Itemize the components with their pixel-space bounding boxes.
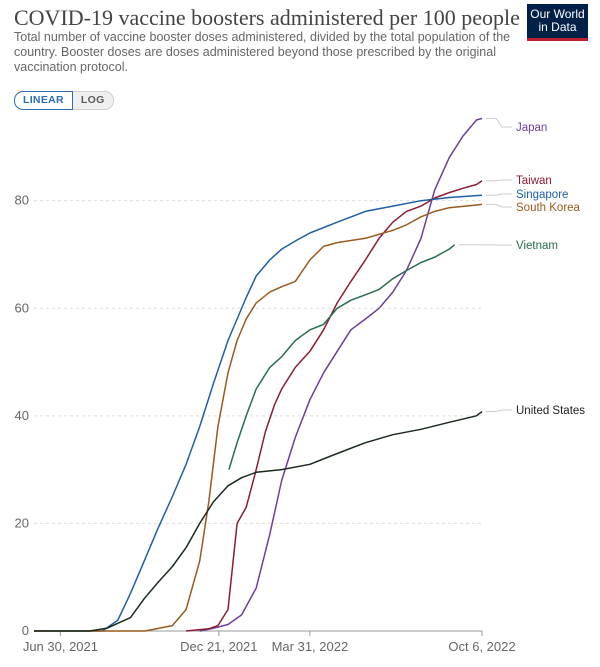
label-connector: [486, 409, 512, 412]
series-label-taiwan[interactable]: Taiwan: [516, 175, 552, 187]
scale-toggle: LINEAR LOG: [14, 91, 114, 110]
x-axis: Jun 30, 2021 Dec 21, 2021 Mar 31, 2022 Oct …: [23, 631, 516, 654]
label-connector: [486, 203, 512, 208]
series-line-vietnam[interactable]: [228, 244, 456, 470]
series-label-singapore[interactable]: Singapore: [516, 189, 568, 201]
x-tick-label: Dec 21, 2021: [180, 639, 257, 654]
log-scale-button[interactable]: LOG: [72, 91, 114, 110]
y-axis-ticks: 0 20 40 60 80: [15, 193, 29, 638]
y-tick-label: 80: [15, 193, 29, 208]
label-connector: [486, 179, 512, 182]
linear-scale-button[interactable]: LINEAR: [14, 91, 73, 110]
logo-line-2: in Data: [538, 20, 577, 34]
owid-logo[interactable]: Our World in Data: [527, 4, 588, 41]
chart-subtitle: Total number of vaccine booster doses ad…: [14, 30, 511, 74]
series-label-south-korea[interactable]: South Korea: [516, 202, 581, 214]
series-line-taiwan[interactable]: [186, 180, 483, 632]
chart-title: COVID-19 vaccine boosters administered p…: [14, 5, 520, 30]
series-line-japan[interactable]: [199, 117, 483, 632]
x-tick-label: Mar 31, 2022: [272, 639, 349, 654]
y-tick-label: 60: [15, 300, 29, 315]
y-tick-label: 0: [22, 623, 29, 638]
series-label-vietnam[interactable]: Vietnam: [516, 240, 558, 252]
y-tick-label: 20: [15, 515, 29, 530]
x-tick-label: Jun 30, 2021: [23, 639, 98, 654]
label-connector: [486, 193, 512, 196]
logo-line-1: Our World: [530, 7, 585, 21]
series-line-singapore[interactable]: [34, 194, 483, 632]
x-tick-label: Oct 6, 2022: [448, 639, 515, 654]
series-label-united-states[interactable]: United States: [516, 405, 585, 417]
series-lines: [34, 117, 483, 632]
series-label-japan[interactable]: Japan: [516, 122, 547, 134]
grid-lines: [34, 200, 482, 632]
series-line-south-korea[interactable]: [34, 203, 483, 632]
y-tick-label: 40: [15, 408, 29, 423]
label-connector: [486, 117, 512, 128]
series-line-united-states[interactable]: [34, 410, 483, 632]
